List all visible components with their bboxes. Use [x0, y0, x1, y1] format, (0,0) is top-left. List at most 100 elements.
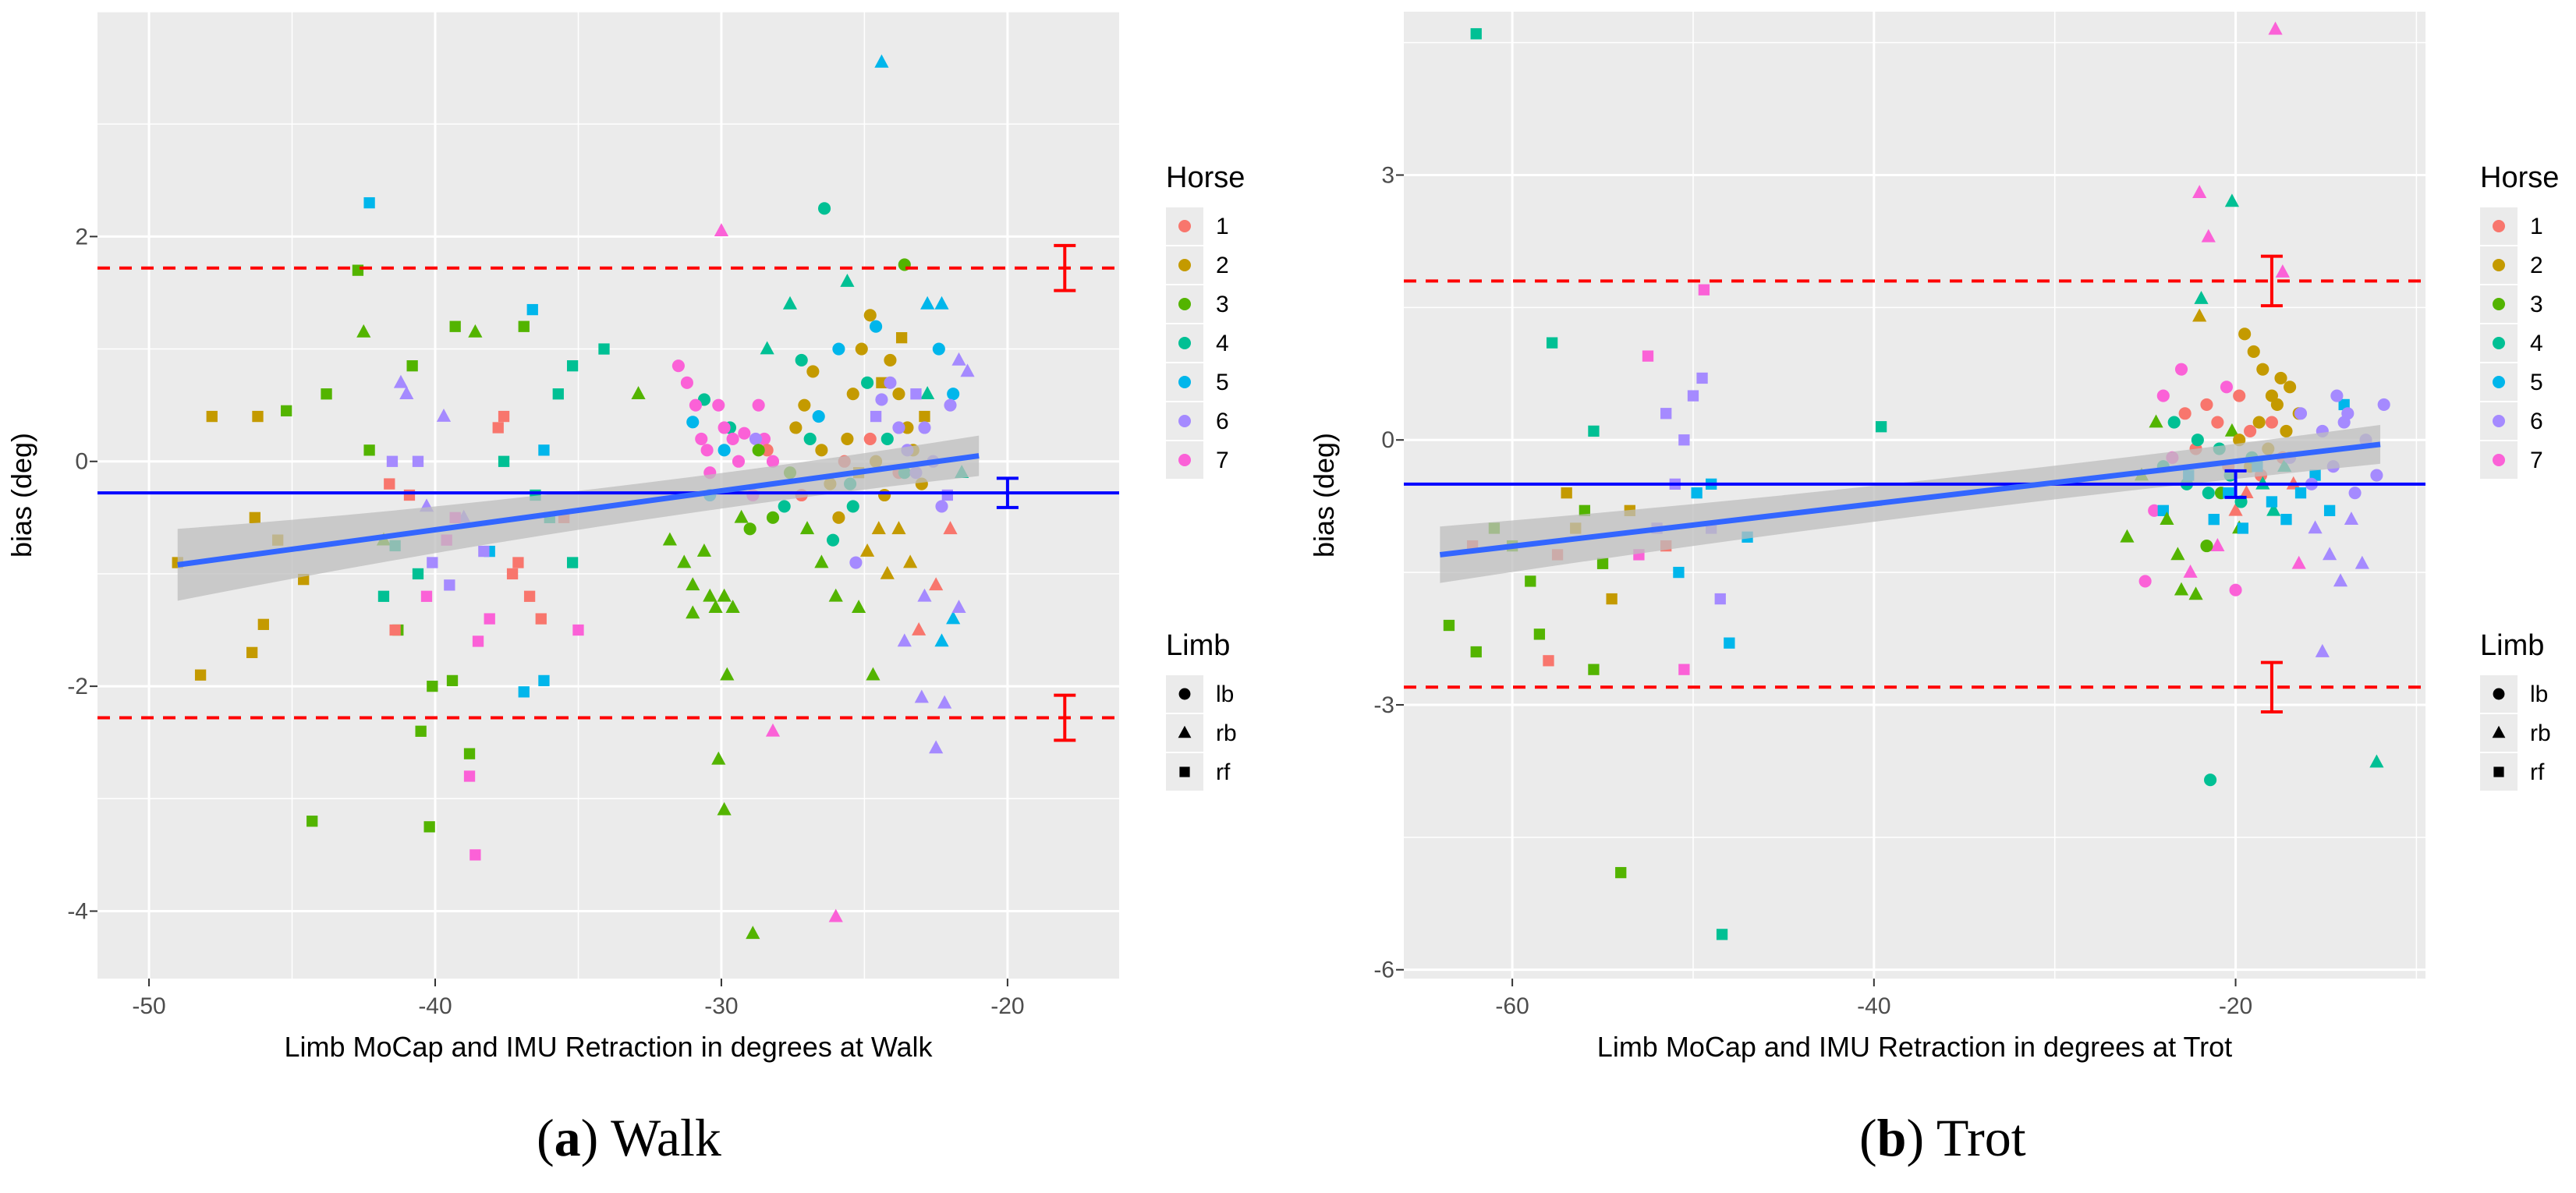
- data-point: [1525, 575, 1536, 587]
- data-point: [1642, 350, 1654, 362]
- legend-limb-label: rf: [1216, 759, 1231, 785]
- data-point: [2204, 774, 2217, 787]
- data-point: [1716, 929, 1728, 940]
- data-point: [812, 410, 825, 423]
- y-tick-label: 3: [1381, 162, 1394, 188]
- caption-walk: (a) Walk: [537, 1107, 721, 1169]
- data-point: [281, 405, 292, 417]
- data-point: [518, 320, 530, 332]
- data-point: [946, 611, 961, 625]
- data-point: [2138, 575, 2152, 588]
- data-point: [717, 588, 732, 602]
- data-point: [399, 386, 414, 400]
- legend-limb-label: rb: [1216, 720, 1237, 746]
- data-point: [686, 416, 700, 429]
- data-point: [363, 444, 375, 456]
- data-point: [566, 360, 579, 372]
- data-point: [874, 54, 889, 68]
- data-point: [960, 363, 975, 377]
- data-point: [2341, 407, 2355, 420]
- data-point: [671, 359, 685, 373]
- data-point: [2160, 512, 2174, 525]
- data-point: [1588, 425, 1600, 437]
- data-point: [512, 557, 524, 568]
- x-axis-title: Limb MoCap and IMU Retraction in degrees…: [284, 1031, 933, 1063]
- data-point: [910, 388, 922, 400]
- data-point: [2348, 487, 2362, 500]
- data-point: [815, 444, 828, 457]
- data-point: [2148, 504, 2161, 517]
- data-point: [469, 849, 481, 861]
- data-point: [765, 723, 781, 737]
- data-point: [861, 376, 874, 389]
- data-point: [1687, 390, 1699, 402]
- legend-horse-swatch: [2493, 298, 2505, 310]
- data-point: [760, 341, 774, 355]
- data-point: [1678, 664, 1690, 675]
- data-point: [832, 342, 845, 356]
- confidence-band: [177, 435, 980, 601]
- data-point: [1673, 566, 1685, 579]
- data-point: [2183, 565, 2198, 578]
- caption-trot-close: ): [1906, 1108, 1925, 1167]
- legend-horse-label: 2: [2530, 253, 2543, 278]
- y-tick-label: -4: [67, 898, 88, 924]
- data-point: [406, 360, 418, 372]
- data-point: [714, 223, 729, 236]
- data-point: [2170, 547, 2185, 561]
- data-point: [2192, 308, 2207, 322]
- data-point: [880, 565, 895, 579]
- data-point: [1714, 593, 1726, 605]
- data-point: [194, 669, 207, 681]
- data-point: [2294, 407, 2308, 420]
- x-axis-title: Limb MoCap and IMU Retraction in degrees…: [1597, 1031, 2232, 1063]
- legend-horse-swatch: [1178, 454, 1191, 466]
- loa-lower-ci-errorbar: [2260, 660, 2283, 714]
- data-point: [1443, 619, 1455, 632]
- data-point: [849, 556, 863, 569]
- data-point: [2370, 469, 2383, 482]
- data-point: [951, 600, 966, 614]
- legend-limb-swatch: [2493, 766, 2504, 777]
- data-point: [306, 815, 318, 827]
- data-point: [472, 635, 484, 647]
- data-point: [884, 376, 897, 389]
- data-point: [389, 624, 401, 636]
- data-point: [749, 432, 763, 445]
- legend-horse-label: 1: [2530, 214, 2543, 239]
- data-point: [711, 751, 726, 765]
- data-point: [2194, 290, 2209, 304]
- legend-horse-label: 3: [2530, 292, 2543, 317]
- data-point: [932, 342, 945, 356]
- data-point: [1696, 372, 1708, 384]
- data-point: [2247, 345, 2260, 359]
- data-point: [572, 624, 584, 636]
- y-axis-title: bias (deg): [5, 433, 37, 558]
- legend-horse-label: 6: [2530, 409, 2543, 434]
- legend-limb-swatch: [2493, 688, 2505, 700]
- data-point: [680, 376, 693, 389]
- data-point: [738, 427, 751, 440]
- data-point: [2210, 538, 2225, 551]
- y-tick-label: -3: [1373, 692, 1394, 718]
- data-point: [766, 455, 780, 468]
- data-point: [1470, 28, 1482, 40]
- loa-upper-ci-errorbar: [1054, 243, 1076, 292]
- legend-horse-swatch: [2493, 454, 2505, 466]
- data-point: [892, 421, 905, 434]
- data-point: [718, 421, 731, 434]
- data-point: [446, 674, 459, 687]
- data-point: [518, 686, 530, 698]
- loa-lower-ci-errorbar: [1054, 693, 1076, 742]
- data-point: [891, 521, 906, 535]
- data-point: [2149, 414, 2163, 428]
- data-point: [1606, 593, 1618, 605]
- data-point: [492, 422, 504, 434]
- legend-horse-swatch: [2493, 337, 2505, 349]
- data-point: [743, 522, 757, 536]
- data-point: [2333, 573, 2348, 587]
- data-point: [484, 613, 495, 625]
- data-point: [929, 577, 944, 591]
- data-point: [2156, 389, 2170, 402]
